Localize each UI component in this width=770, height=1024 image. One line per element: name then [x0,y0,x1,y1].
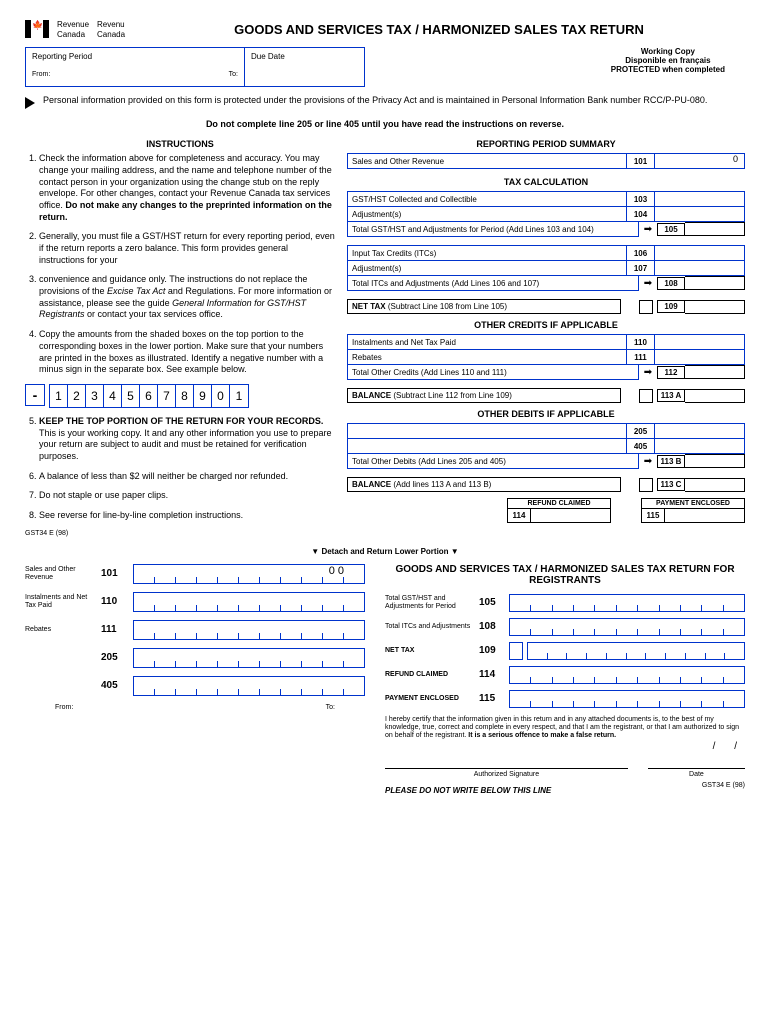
instruction-7: Do not staple or use paper clips. [39,490,335,502]
refund-payment-row: REFUND CLAIMED 114 PAYMENT ENCLOSED 115 [347,498,745,523]
certification-text: I hereby certify that the information gi… [385,716,745,741]
instruction-5: KEEP THE TOP PORTION OF THE RETURN FOR Y… [39,416,335,463]
bottom-105: Total GST/HST and Adjustments for Period… [385,594,745,612]
working-copy-notice: Working Copy Disponible en français PROT… [611,47,745,87]
line-107: Adjustment(s)107 [347,260,745,276]
bottom-101: Sales and Other Revenue1010 0 [25,564,365,584]
bottom-205: 205 [25,648,365,668]
line-111: Rebates111 [347,349,745,365]
summary-title: REPORTING PERIOD SUMMARY [347,139,745,149]
signature-line[interactable]: Authorized Signature [385,768,628,778]
line-105: Total GST/HST and Adjustments for Period… [347,221,745,237]
instructions-title: INSTRUCTIONS [25,139,335,149]
line-113b: Total Other Debits (Add Lines 205 and 40… [347,453,745,469]
privacy-notice: Personal information provided on this fo… [25,95,745,109]
bottom-110: Instalments and Net Tax Paid110 [25,592,365,612]
bottom-405: 405 [25,676,365,696]
bottom-108: Total ITCs and Adjustments108 [385,618,745,636]
agency-en: RevenueCanada [57,20,89,39]
bottom-114: REFUND CLAIMED114 [385,666,745,684]
warning-text: Do not complete line 205 or line 405 unt… [25,119,745,129]
instruction-6: A balance of less than $2 will neither b… [39,471,335,483]
line-113c: BALANCE (Add lines 113 A and 113 B) 113 … [347,477,745,492]
triangle-icon [25,97,35,109]
due-date-box[interactable]: Due Date [245,47,365,87]
payment-enclosed: PAYMENT ENCLOSED 115 [641,498,745,523]
instruction-8: See reverse for line-by-line completion … [39,510,335,522]
bottom-109: NET TAX109 [385,642,745,660]
signature-row: Authorized Signature Date [385,768,745,778]
header: 🍁 RevenueCanada RevenuCanada GOODS AND S… [25,20,745,39]
line-106: Input Tax Credits (ITCs)106 [347,245,745,261]
line-405: 405 [347,438,745,454]
line-103: GST/HST Collected and Collectible103 [347,191,745,207]
line-109: NET TAX (Subtract Line 108 from Line 105… [347,299,745,314]
line-104: Adjustment(s)104 [347,206,745,222]
other-debits-title: OTHER DEBITS IF APPLICABLE [347,409,745,419]
calculation-column: REPORTING PERIOD SUMMARY Sales and Other… [347,139,745,530]
instruction-2: Generally, you must file a GST/HST retur… [39,231,335,266]
form-id-top: GST34 E (98) [25,530,745,537]
reporting-period-box[interactable]: Reporting Period From:To: [25,47,245,87]
line-112: Total Other Credits (Add Lines 110 and 1… [347,364,745,380]
refund-claimed: REFUND CLAIMED 114 [507,498,611,523]
other-credits-title: OTHER CREDITS IF APPLICABLE [347,320,745,330]
top-info-boxes: Reporting Period From:To: Due Date Worki… [25,47,745,87]
bottom-111: Rebates111 [25,620,365,640]
line-205: 205 [347,423,745,439]
form-id-bottom: GST34 E (98) [702,782,745,795]
bottom-115: PAYMENT ENCLOSED115 [385,690,745,708]
no-write-notice: PLEASE DO NOT WRITE BELOW THIS LINE [385,786,551,795]
bottom-return-section: Sales and Other Revenue1010 0 Instalment… [25,564,745,795]
line-108: Total ITCs and Adjustments (Add Lines 10… [347,275,745,291]
instructions-column: INSTRUCTIONS Check the information above… [25,139,335,530]
canada-flag-icon: 🍁 [25,20,49,38]
bottom-title: GOODS AND SERVICES TAX / HARMONIZED SALE… [385,564,745,586]
agency-fr: RevenuCanada [97,20,125,39]
instruction-1: Check the information above for complete… [39,153,335,223]
tax-calc-title: TAX CALCULATION [347,177,745,187]
line-113a: BALANCE (Subtract Line 112 from Line 109… [347,388,745,403]
example-digit-boxes: - 12345678901 [25,384,335,408]
instruction-3: convenience and guidance only. The instr… [39,274,335,321]
date-line[interactable]: Date [648,768,745,778]
detach-line: ▼ Detach and Return Lower Portion ▼ [25,547,745,556]
line-101: Sales and Other Revenue 101 0 [347,153,745,169]
line-110: Instalments and Net Tax Paid110 [347,334,745,350]
main-title: GOODS AND SERVICES TAX / HARMONIZED SALE… [133,22,745,37]
instruction-4: Copy the amounts from the shaded boxes o… [39,329,335,376]
